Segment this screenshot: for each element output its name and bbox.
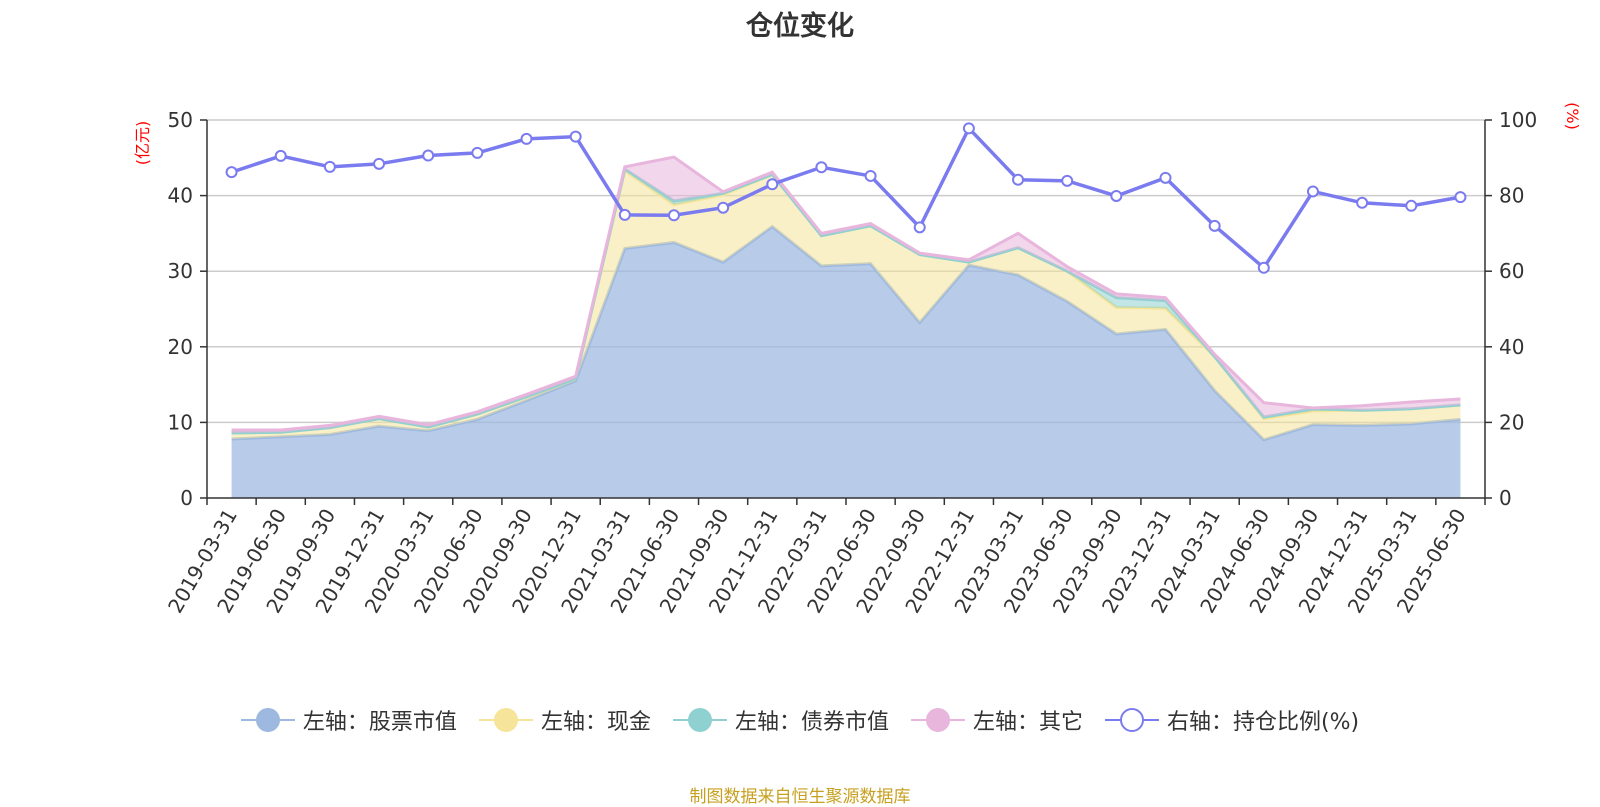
legend-item-0[interactable]: 左轴：股票市值 [240,704,457,736]
legend-swatch [478,708,533,732]
ratio-line [231,125,1461,271]
legend-item-1[interactable]: 左轴：现金 [478,704,651,736]
ratio-point [1159,171,1172,184]
ratio-point [569,130,582,143]
legend-swatch [672,708,727,732]
ratio-point [913,221,926,234]
left-tick-label: 0 [180,486,193,510]
ratio-point [1012,173,1025,186]
left-tick-label: 50 [168,108,193,132]
legend-item-3[interactable]: 左轴：其它 [910,704,1083,736]
ratio-point [323,160,336,173]
legend-label: 右轴：持仓比例(%) [1166,710,1360,735]
area-1 [231,170,1461,440]
right-tick-label: 80 [1499,184,1524,208]
left-tick-label: 10 [168,410,193,434]
chart-title: 仓位变化 [746,11,854,42]
left-tick-label: 30 [168,259,193,283]
ratio-point [962,122,975,135]
left-axis-unit: (亿元) [133,121,152,166]
ratio-point [815,161,828,174]
right-tick-label: 100 [1499,108,1537,132]
ratio-point [667,209,680,222]
right-tick-label: 60 [1499,259,1524,283]
legend-label: 左轴：股票市值 [302,710,457,735]
legend-swatch [240,708,295,732]
legend-label: 左轴：债券市值 [734,710,889,735]
right-tick-label: 20 [1499,410,1524,434]
data-source-note: 制图数据来自恒生聚源数据库 [689,787,911,807]
right-tick-label: 40 [1499,335,1524,359]
area-edge-3 [231,155,1461,432]
ratio-point [1257,261,1270,274]
left-tick-label: 20 [168,335,193,359]
ratio-point [766,178,779,191]
ratio-point [1061,174,1074,187]
ratio-point [422,149,435,162]
legend-swatch [910,708,965,732]
area-0 [231,226,1461,498]
legend-item-2[interactable]: 左轴：债券市值 [672,704,889,736]
ratio-point [717,201,730,214]
ratio-point [1306,185,1319,198]
stacked-areas [231,155,1461,498]
legend-swatch [1104,708,1159,732]
ratio-point [274,149,287,162]
ratio-point [1356,196,1369,209]
right-axis-unit: (%) [1563,102,1582,130]
left-tick-label: 40 [168,184,193,208]
right-tick-label: 0 [1499,486,1512,510]
legend: 左轴：股票市值 左轴：现金 左轴：债券市值 左轴：其它 右轴：持仓比例(%) [0,704,1600,736]
ratio-point [1110,189,1123,202]
ratio-point [373,157,386,170]
ratio-point [225,166,238,179]
legend-item-4[interactable]: 右轴：持仓比例(%) [1104,704,1360,736]
ratio-point [471,146,484,159]
ratio-point [864,169,877,182]
ratio-point [1454,191,1467,204]
ratio-point [618,208,631,221]
legend-label: 左轴：其它 [972,710,1083,735]
legend-label: 左轴：现金 [540,710,651,735]
ratio-line-layer [225,122,1467,274]
ratio-point [520,132,533,145]
ratio-point [1208,219,1221,232]
ratio-point [1405,199,1418,212]
